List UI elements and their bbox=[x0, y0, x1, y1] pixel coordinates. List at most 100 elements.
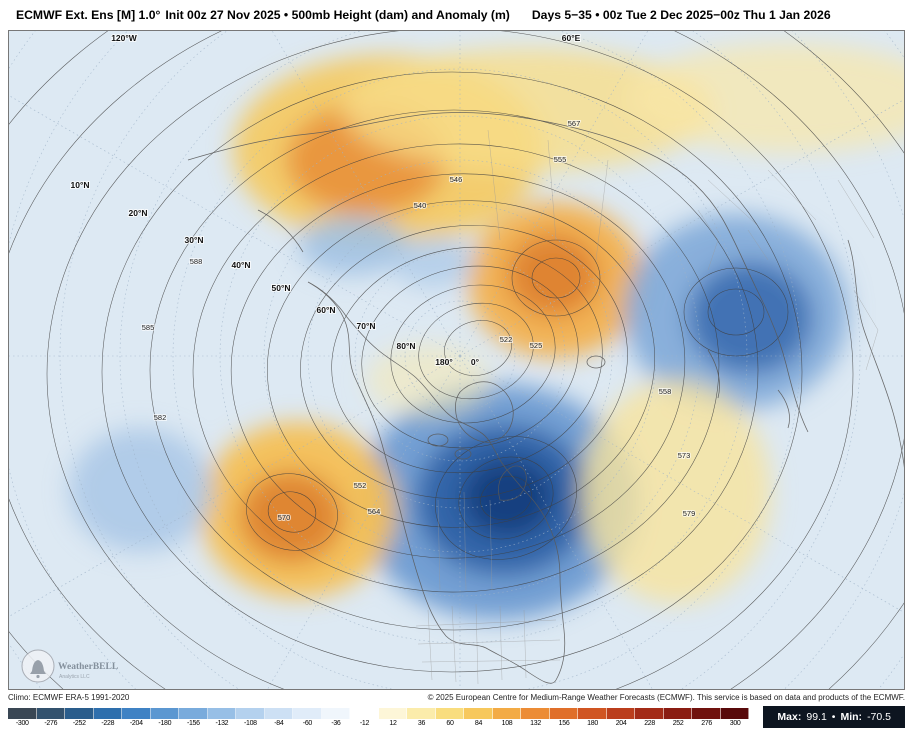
colorbar-tick-label: 180 bbox=[587, 719, 598, 727]
colorbar-cell: 84 bbox=[464, 707, 493, 727]
contour-label: 564 bbox=[368, 507, 381, 516]
colorbar-tick-label: -300 bbox=[15, 719, 29, 727]
latitude-label: 60°N bbox=[317, 305, 336, 315]
colorbar-cell: 228 bbox=[635, 707, 664, 727]
colorbar-swatch bbox=[521, 707, 550, 719]
coastline-arctic-island bbox=[454, 448, 472, 460]
colorbar-swatch bbox=[8, 707, 37, 719]
contour-label: 573 bbox=[678, 451, 691, 460]
contour-label: 567 bbox=[568, 119, 581, 128]
max-value: 99.1 bbox=[806, 711, 827, 723]
logo-subtext: Analytics LLC bbox=[59, 674, 90, 680]
colorbar-tick-label: 300 bbox=[729, 719, 741, 727]
colorbar-swatch bbox=[350, 707, 379, 719]
contour-label: 585 bbox=[142, 323, 155, 332]
height-contours bbox=[8, 30, 905, 690]
colorbar-cell: -36 bbox=[321, 707, 351, 727]
colorbar-swatch bbox=[65, 707, 94, 719]
colorbar-tick-label: 276 bbox=[701, 719, 713, 727]
init-and-field-title: Init 00z 27 Nov 2025 • 500mb Height (dam… bbox=[165, 8, 510, 22]
colorbar-swatch bbox=[179, 707, 208, 719]
colorbar-swatch bbox=[606, 707, 636, 719]
colorbar-swatch bbox=[435, 707, 465, 719]
meridian-label: 120°W bbox=[111, 33, 138, 43]
colorbar-cell: 204 bbox=[606, 707, 636, 727]
contour-label: 525 bbox=[530, 341, 543, 350]
colorbar-cell: -12 bbox=[350, 707, 379, 727]
contour-label: 588 bbox=[190, 257, 203, 266]
contour-label: 582 bbox=[154, 413, 167, 422]
colorbar-swatch bbox=[720, 707, 750, 719]
latitude-label: 20°N bbox=[129, 208, 148, 218]
colorbar-cell: 36 bbox=[407, 707, 436, 727]
contour-label: 570 bbox=[278, 513, 291, 522]
map-area: 10°N 20°N 30°N 40°N 50°N 60°N 70°N 80°N 180° 0° 12… bbox=[8, 30, 905, 690]
bell-clapper bbox=[36, 674, 40, 679]
colorbar-swatch bbox=[321, 707, 351, 719]
max-label: Max: bbox=[777, 711, 802, 723]
colorbar-swatch bbox=[150, 707, 180, 719]
colorbar-cell: 60 bbox=[435, 707, 465, 727]
colorbar-tick-label: 84 bbox=[474, 719, 483, 727]
colorbar-swatch bbox=[378, 707, 408, 719]
latitude-label: 10°N bbox=[71, 180, 90, 190]
colorbar-tick-label: -276 bbox=[44, 719, 58, 727]
contour-label: 540 bbox=[414, 201, 427, 210]
copyright-note: © 2025 European Centre for Medium-Range … bbox=[427, 693, 905, 702]
colorbar-cell: -60 bbox=[293, 707, 322, 727]
colorbar-tick-label: -156 bbox=[186, 719, 200, 727]
max-min-separator: • bbox=[831, 711, 836, 723]
footer: Climo: ECMWF ERA-5 1991-2020 © 2025 Euro… bbox=[0, 690, 913, 728]
colorbar-tick-label: 60 bbox=[446, 719, 454, 727]
coastline-hudson-bay bbox=[498, 465, 527, 501]
colorbar-swatch bbox=[635, 707, 664, 719]
colorbar-swatch bbox=[663, 707, 693, 719]
colorbar-cell: 132 bbox=[521, 707, 550, 727]
contour-label: 522 bbox=[500, 335, 513, 344]
valid-range-title: Days 5−35 • 00z Tue 2 Dec 2025−00z Thu 1… bbox=[531, 8, 831, 22]
colorbar-cell: 156 bbox=[549, 707, 579, 727]
colorbar-tick-label: 108 bbox=[501, 719, 513, 727]
colorbar-cell: -84 bbox=[264, 707, 294, 727]
colorbar-swatch bbox=[692, 707, 721, 719]
meridian-label: 60°E bbox=[562, 33, 581, 43]
colorbar-tick-label: 252 bbox=[672, 719, 684, 727]
colorbar-tick-label: 228 bbox=[644, 719, 655, 727]
title-bar: ECMWF Ext. Ens [M] 1.0° Init 00z 27 Nov … bbox=[0, 0, 913, 30]
coastline-north-america bbox=[307, 281, 566, 684]
latitude-label: 40°N bbox=[232, 260, 251, 270]
coastline-east-asia bbox=[257, 209, 790, 429]
coastline-eurasia bbox=[187, 112, 809, 433]
colorbar-swatch bbox=[464, 707, 493, 719]
anomaly-shading bbox=[69, 43, 905, 620]
colorbar-tick-label: -228 bbox=[101, 719, 115, 727]
colorbar-cell: -300 bbox=[8, 707, 37, 727]
colorbar-swatch bbox=[407, 707, 436, 719]
colorbar-swatch bbox=[293, 707, 322, 719]
colorbar-tick-label: -84 bbox=[274, 719, 284, 727]
coastline-iceland bbox=[586, 355, 606, 369]
model-title: ECMWF Ext. Ens [M] 1.0° bbox=[16, 8, 161, 22]
meridian-label: 180° bbox=[435, 357, 453, 367]
colorbar-cell: 276 bbox=[692, 707, 721, 727]
min-label: Min: bbox=[840, 711, 863, 723]
hemisphere-map: 10°N 20°N 30°N 40°N 50°N 60°N 70°N 80°N 180° 0° 12… bbox=[8, 30, 905, 690]
colorbar-swatch bbox=[207, 707, 237, 719]
colorbar-tick-label: -12 bbox=[359, 719, 370, 727]
bell-icon bbox=[30, 660, 46, 674]
map-labels: 10°N 20°N 30°N 40°N 50°N 60°N 70°N 80°N 180° 0° 12… bbox=[70, 32, 697, 523]
logo-text: WeatherBELL bbox=[58, 662, 118, 672]
colorbar-cell: -156 bbox=[179, 707, 208, 727]
coastline-arctic-island bbox=[427, 433, 449, 447]
coastlines bbox=[187, 112, 905, 684]
colorbar-tick-label: -204 bbox=[129, 719, 143, 727]
political-borders bbox=[415, 129, 879, 685]
climo-note: Climo: ECMWF ERA-5 1991-2020 bbox=[8, 693, 130, 702]
colorbar-cell: -228 bbox=[93, 707, 123, 727]
colorbar-cell: 180 bbox=[578, 707, 607, 727]
max-min-box: Max: 99.1 • Min: -70.5 bbox=[763, 706, 905, 728]
colorbar-swatch bbox=[492, 707, 522, 719]
colorbar-tick-label: -252 bbox=[72, 719, 86, 727]
coastline-right-landmass bbox=[847, 239, 905, 476]
